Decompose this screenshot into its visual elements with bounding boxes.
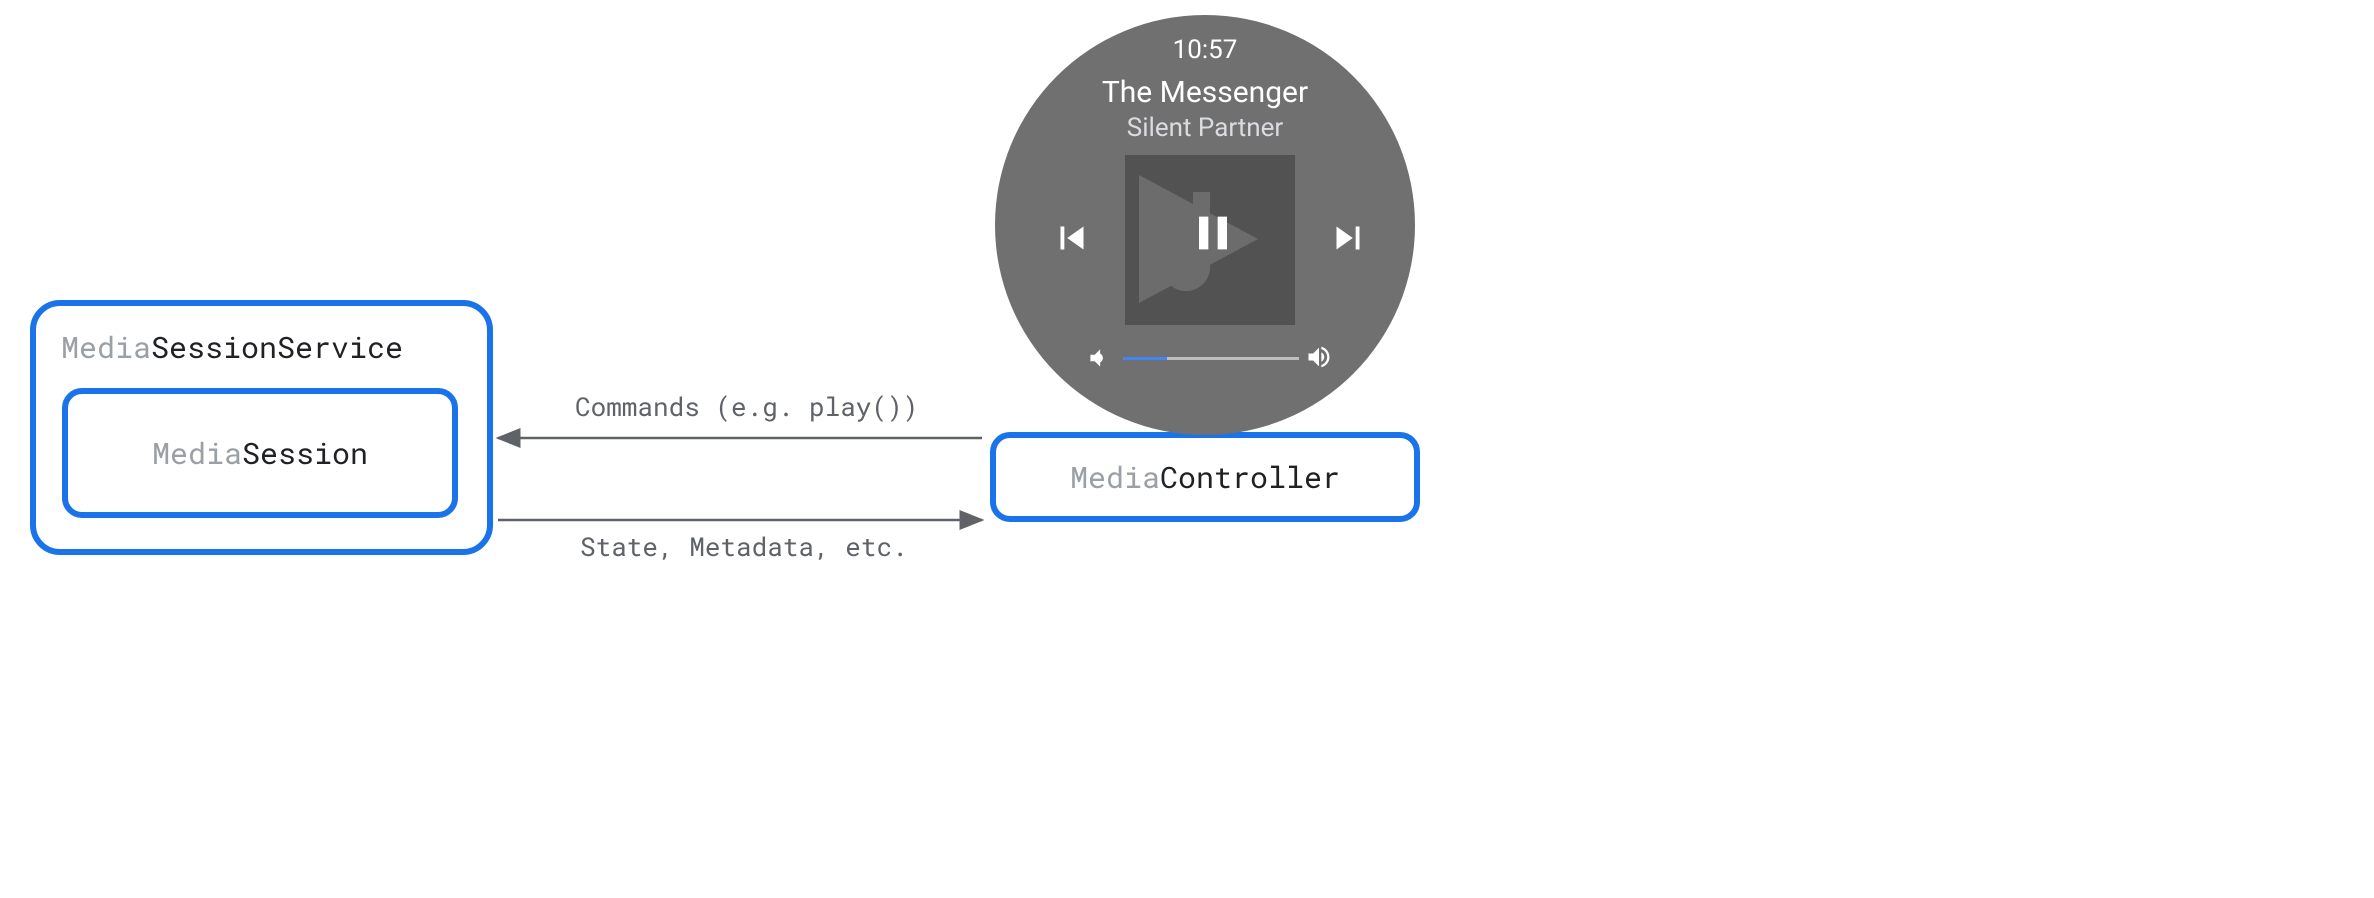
volume-up-icon[interactable] (1305, 343, 1333, 371)
commands-label: Commands (e.g. play()) (575, 390, 918, 424)
volume-bar-fill (1123, 357, 1167, 360)
pause-icon[interactable] (1185, 205, 1241, 261)
track-title: The Messenger (995, 75, 1415, 110)
watch-face: 10:57 The Messenger Silent Partner (995, 15, 1415, 435)
track-artist: Silent Partner (995, 113, 1415, 143)
state-label: State, Metadata, etc. (580, 530, 908, 564)
watch-time: 10:57 (995, 35, 1415, 65)
volume-down-icon[interactable] (1085, 345, 1111, 371)
next-track-icon[interactable] (1325, 215, 1371, 261)
previous-track-icon[interactable] (1049, 215, 1095, 261)
